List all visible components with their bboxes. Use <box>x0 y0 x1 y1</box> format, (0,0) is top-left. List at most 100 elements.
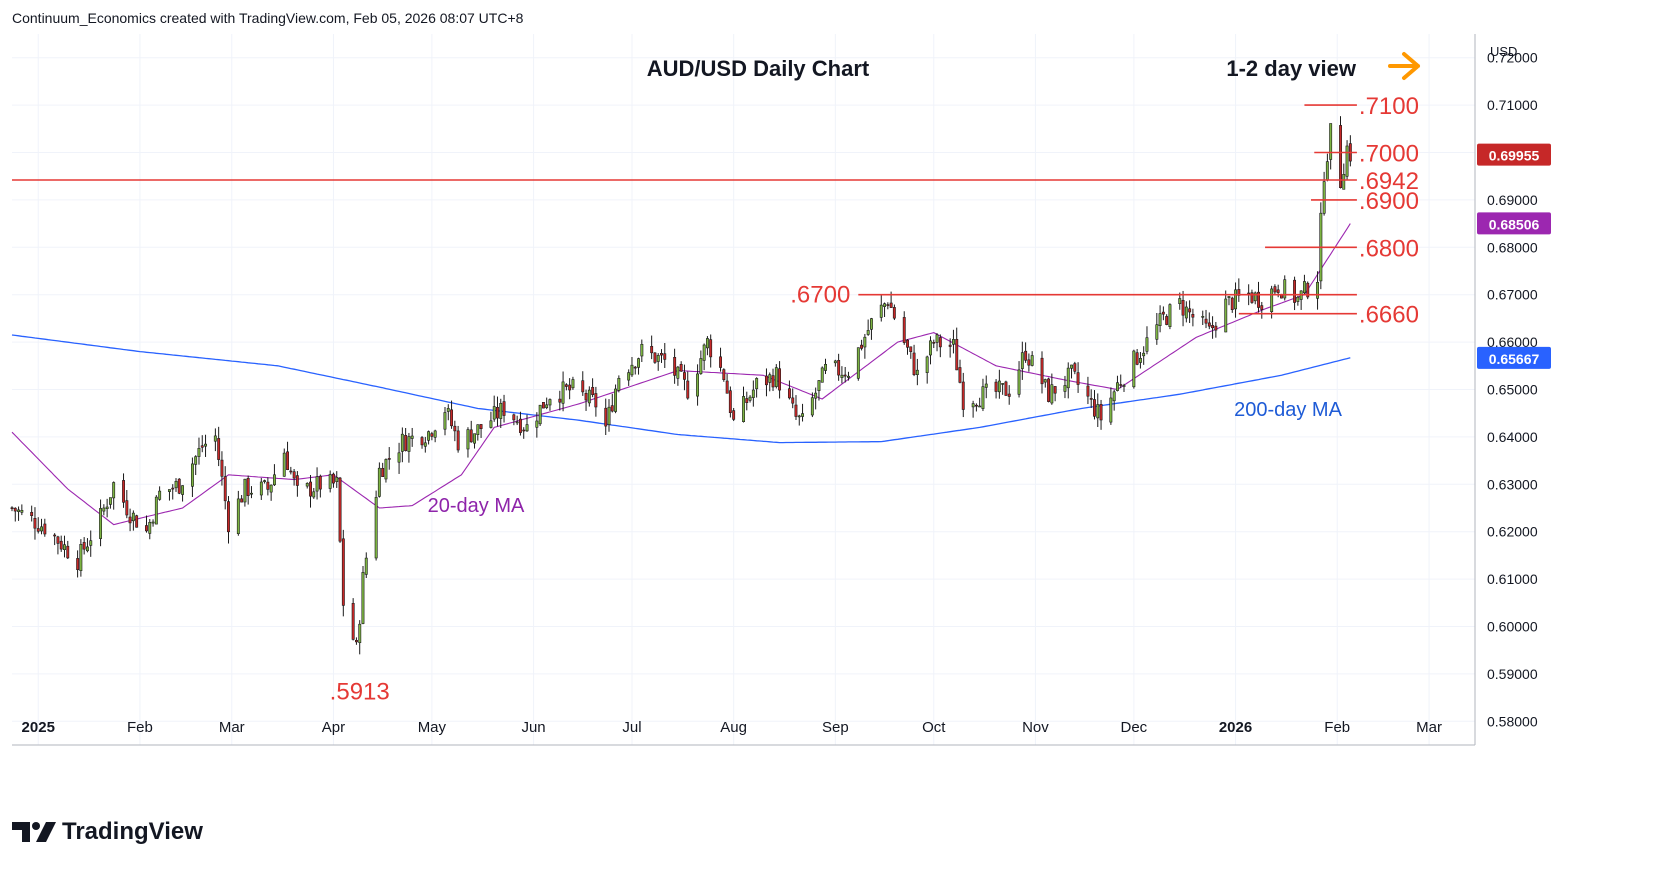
candle-up <box>997 380 1001 393</box>
candle-down <box>725 380 729 394</box>
candle-up <box>1168 304 1172 328</box>
time-tick-label: Jun <box>521 719 545 736</box>
candle-down <box>728 390 732 414</box>
candle-down <box>13 507 17 512</box>
price-tick-label: 0.62000 <box>1487 524 1538 540</box>
candle-down <box>653 352 657 363</box>
candle-down <box>495 406 499 419</box>
annotations-layer: AUD/USD Daily Chart 1-2 day view .5913 200-… <box>330 52 1420 706</box>
candle-down <box>1293 279 1297 303</box>
candle-up <box>102 507 106 512</box>
candle-down <box>682 372 686 380</box>
candle-down <box>722 369 726 381</box>
candle-up <box>335 476 339 482</box>
candle-down <box>246 477 250 496</box>
candle-down <box>220 459 224 477</box>
candle-up <box>846 375 850 378</box>
candle-down <box>354 639 358 643</box>
candle-down <box>1024 350 1028 361</box>
level-label: .7100 <box>1359 93 1419 120</box>
candle-up <box>1178 298 1182 304</box>
candle-up <box>1139 357 1142 363</box>
candle-down <box>1135 352 1139 365</box>
candle-up <box>151 521 155 524</box>
currency-label: USD <box>1490 44 1517 59</box>
candle-down <box>1089 398 1093 400</box>
candle-up <box>548 399 552 406</box>
candle-up <box>112 482 116 499</box>
candle-up <box>168 489 171 492</box>
candle-down <box>541 401 545 409</box>
candle-up <box>269 484 273 493</box>
level-label: .6800 <box>1359 235 1419 262</box>
price-tick-label: 0.66000 <box>1487 334 1538 350</box>
candle-up <box>607 406 611 426</box>
candle-down <box>76 558 80 571</box>
candle-down <box>938 337 942 348</box>
candle-up <box>407 436 411 452</box>
candle-up <box>272 474 276 486</box>
price-chart[interactable]: .7100 .7000.6942.6900 .6800 .6700 .6660 AUD/… <box>0 0 1679 810</box>
candle-down <box>240 498 244 503</box>
candle-down <box>719 356 723 368</box>
ma200-line <box>11 334 1351 444</box>
candle-up <box>1325 161 1329 181</box>
candle-up <box>466 429 470 450</box>
time-tick-label: 2026 <box>1219 719 1252 736</box>
price-axis[interactable]: USD0.720000.710000.700000.690000.680000.… <box>1474 34 1551 745</box>
candle-down <box>889 302 893 308</box>
candle-down <box>387 458 391 460</box>
candle-up <box>109 497 112 505</box>
candle-up <box>1342 174 1346 190</box>
ma20-layer <box>11 223 1351 526</box>
candle-up <box>981 386 985 409</box>
candle-up <box>1145 337 1149 352</box>
candle-up <box>305 482 309 487</box>
candle-down <box>1191 313 1195 318</box>
candle-down <box>227 501 230 533</box>
candle-up <box>801 413 805 417</box>
candle-up <box>174 480 178 489</box>
candle-up <box>427 431 430 441</box>
price-tag <box>1477 346 1551 369</box>
candle-up <box>259 481 263 496</box>
candle-down <box>292 471 296 479</box>
candle-down <box>135 515 139 528</box>
candles-layer[interactable] <box>10 116 1352 655</box>
candle-down <box>902 317 906 343</box>
candle-up <box>640 343 644 357</box>
level-label: .6942 <box>1359 168 1419 195</box>
tradingview-logo[interactable]: TradingView <box>12 818 203 846</box>
level-label: .6900 <box>1359 188 1419 215</box>
price-tag-label: 0.68506 <box>1489 216 1540 232</box>
candle-down <box>961 381 965 410</box>
candle-up <box>617 377 621 391</box>
candle-up <box>751 389 755 398</box>
candle-up <box>489 420 493 428</box>
candle-up <box>213 435 217 442</box>
candle-down <box>764 375 768 386</box>
candle-up <box>742 396 746 422</box>
candle-down <box>1276 289 1280 293</box>
candle-down <box>1188 308 1192 313</box>
candle-up <box>637 358 641 368</box>
price-tick-label: 0.67000 <box>1487 287 1538 303</box>
candle-down <box>522 429 526 432</box>
candle-down <box>1257 291 1261 308</box>
candle-down <box>122 480 126 503</box>
candle-up <box>194 456 198 465</box>
candle-down <box>1076 372 1080 385</box>
candle-up <box>361 572 365 624</box>
candle-up <box>768 374 772 383</box>
candle-down <box>318 475 322 490</box>
candle-up <box>20 509 24 513</box>
candle-down <box>404 434 408 451</box>
time-axis[interactable]: 2025 Feb Mar Apr May Jun Jul Aug Sep Oct Nov Dec 202… <box>12 719 1475 746</box>
candle-up <box>1201 315 1205 318</box>
candle-up <box>105 506 109 510</box>
candle-down <box>1053 386 1057 394</box>
candle-up <box>984 383 988 388</box>
candle-up <box>1066 367 1070 389</box>
candle-down <box>1004 381 1008 396</box>
candle-down <box>791 397 795 404</box>
